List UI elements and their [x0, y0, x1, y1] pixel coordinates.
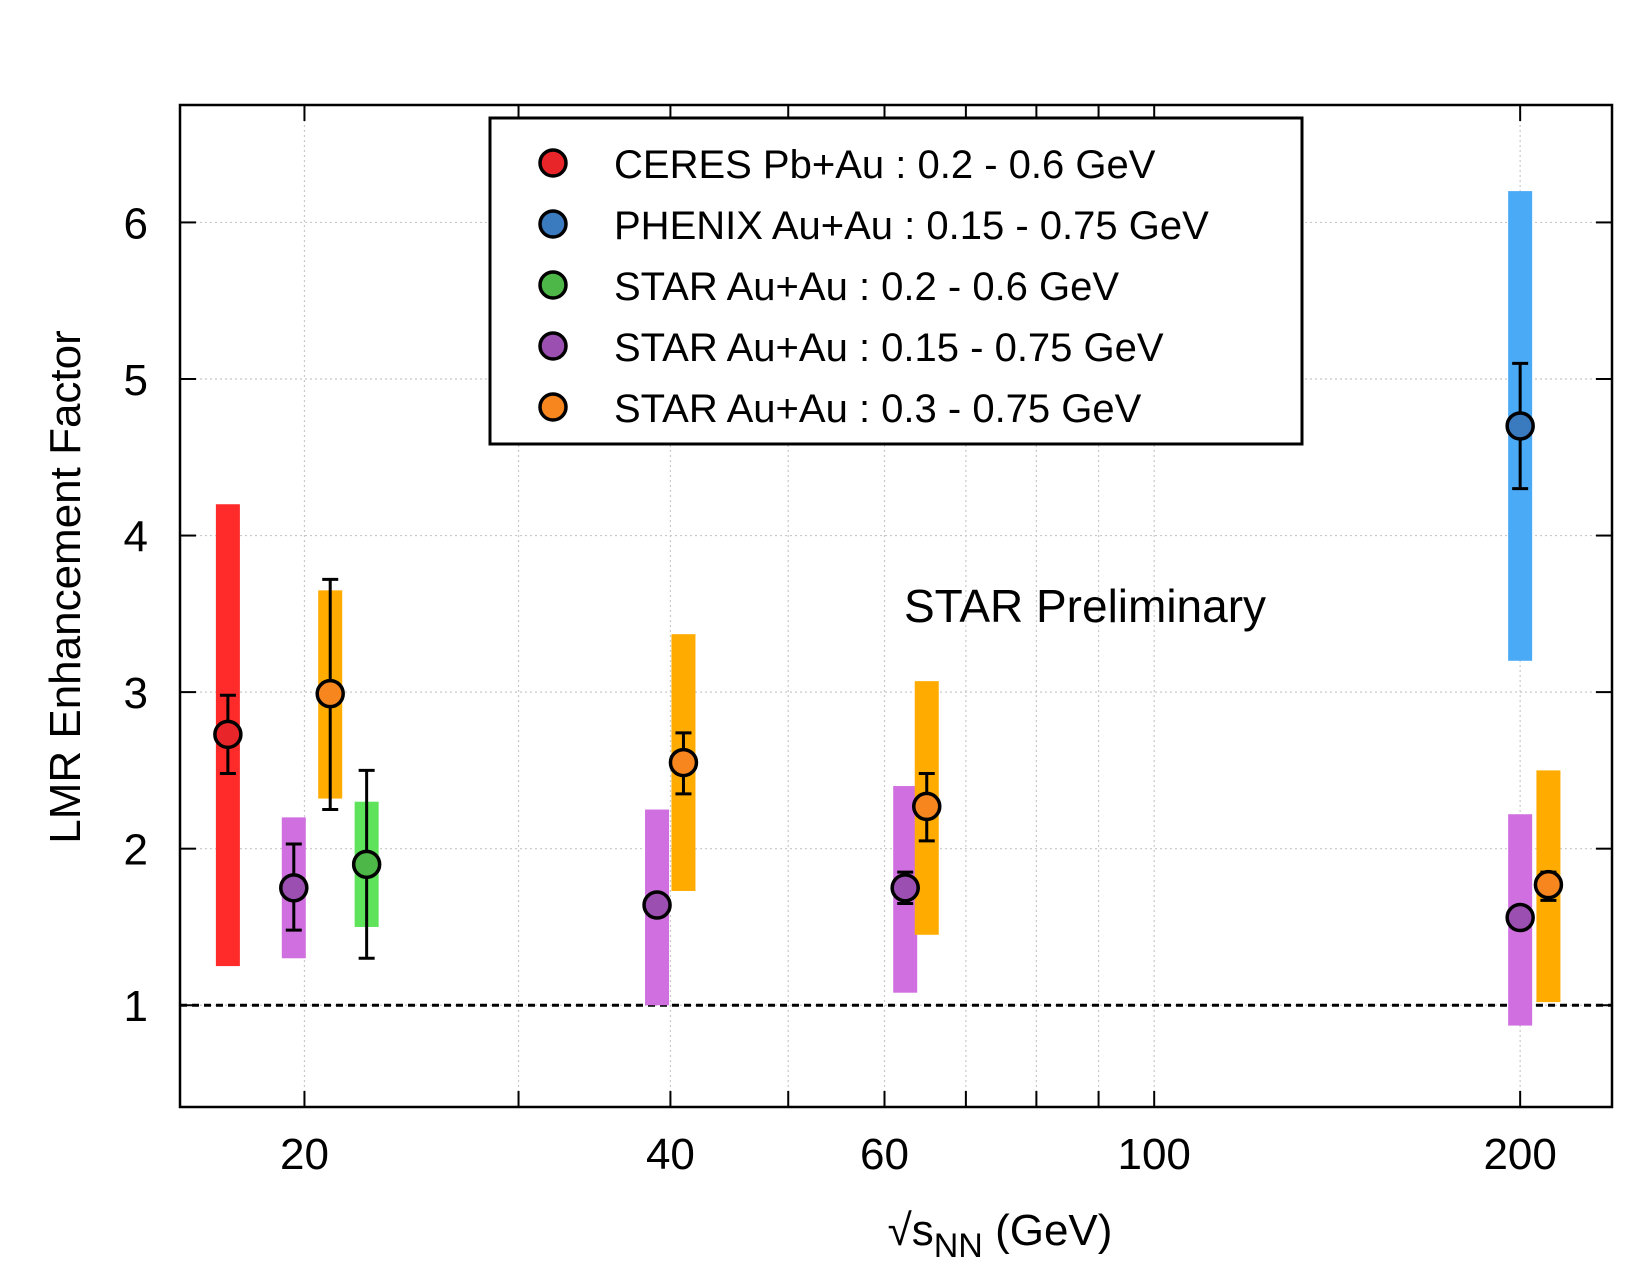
- data-point: [213, 719, 243, 750]
- legend-marker: [538, 270, 568, 300]
- data-point: [315, 678, 345, 709]
- data-point: [912, 791, 942, 822]
- y-tick-label: 4: [124, 513, 148, 562]
- data-point: [1533, 869, 1564, 900]
- legend: CERES Pb+Au : 0.2 - 0.6 GeV PHENIX Au+Au …: [488, 116, 1304, 446]
- x-tick-label: 20: [280, 1130, 329, 1179]
- y-tick-label: 3: [124, 669, 148, 718]
- legend-label: PHENIX Au+Au : 0.15 - 0.75 GeV: [614, 204, 1209, 248]
- data-point: [890, 873, 920, 903]
- legend-marker: [538, 209, 568, 239]
- data-point: [279, 873, 309, 903]
- x-tick-label: 100: [1117, 1130, 1190, 1179]
- data-points: [213, 411, 1564, 933]
- legend-label: STAR Au+Au : 0.2 - 0.6 GeV: [614, 265, 1119, 309]
- y-axis-label: LMR Enhancement Factor: [41, 330, 90, 844]
- legend-label: STAR Au+Au : 0.15 - 0.75 GeV: [614, 326, 1164, 370]
- x-tick-label: 200: [1483, 1130, 1556, 1179]
- legend-marker: [538, 392, 568, 422]
- data-point: [1505, 902, 1535, 933]
- legend-box: [488, 116, 1304, 446]
- x-axis-label: √sNN (GeV): [888, 1206, 1113, 1265]
- data-point: [351, 849, 382, 880]
- x-axis-label-unit: (GeV): [983, 1206, 1113, 1255]
- data-point: [668, 747, 699, 778]
- y-tick-label: 2: [124, 826, 148, 875]
- y-tick-label: 1: [124, 982, 148, 1031]
- y-tick-label: 6: [124, 199, 148, 248]
- x-axis-label-sub: NN: [934, 1227, 983, 1265]
- data-point: [1505, 411, 1535, 441]
- tick-labels: 20 40 60 100 200 1 2 3 4 5 6: [124, 199, 1557, 1179]
- legend-marker: [538, 148, 568, 178]
- legend-label: CERES Pb+Au : 0.2 - 0.6 GeV: [614, 143, 1156, 187]
- x-axis-label-main: √s: [888, 1206, 934, 1255]
- preliminary-annotation: STAR Preliminary: [904, 580, 1266, 632]
- x-tick-label: 40: [646, 1130, 695, 1179]
- y-tick-label: 5: [124, 356, 148, 405]
- legend-marker: [538, 331, 568, 361]
- plot-frame: [178, 103, 1614, 1109]
- legend-label: STAR Au+Au : 0.3 - 0.75 GeV: [614, 387, 1142, 431]
- x-tick-label: 60: [860, 1130, 909, 1179]
- data-point: [642, 890, 672, 920]
